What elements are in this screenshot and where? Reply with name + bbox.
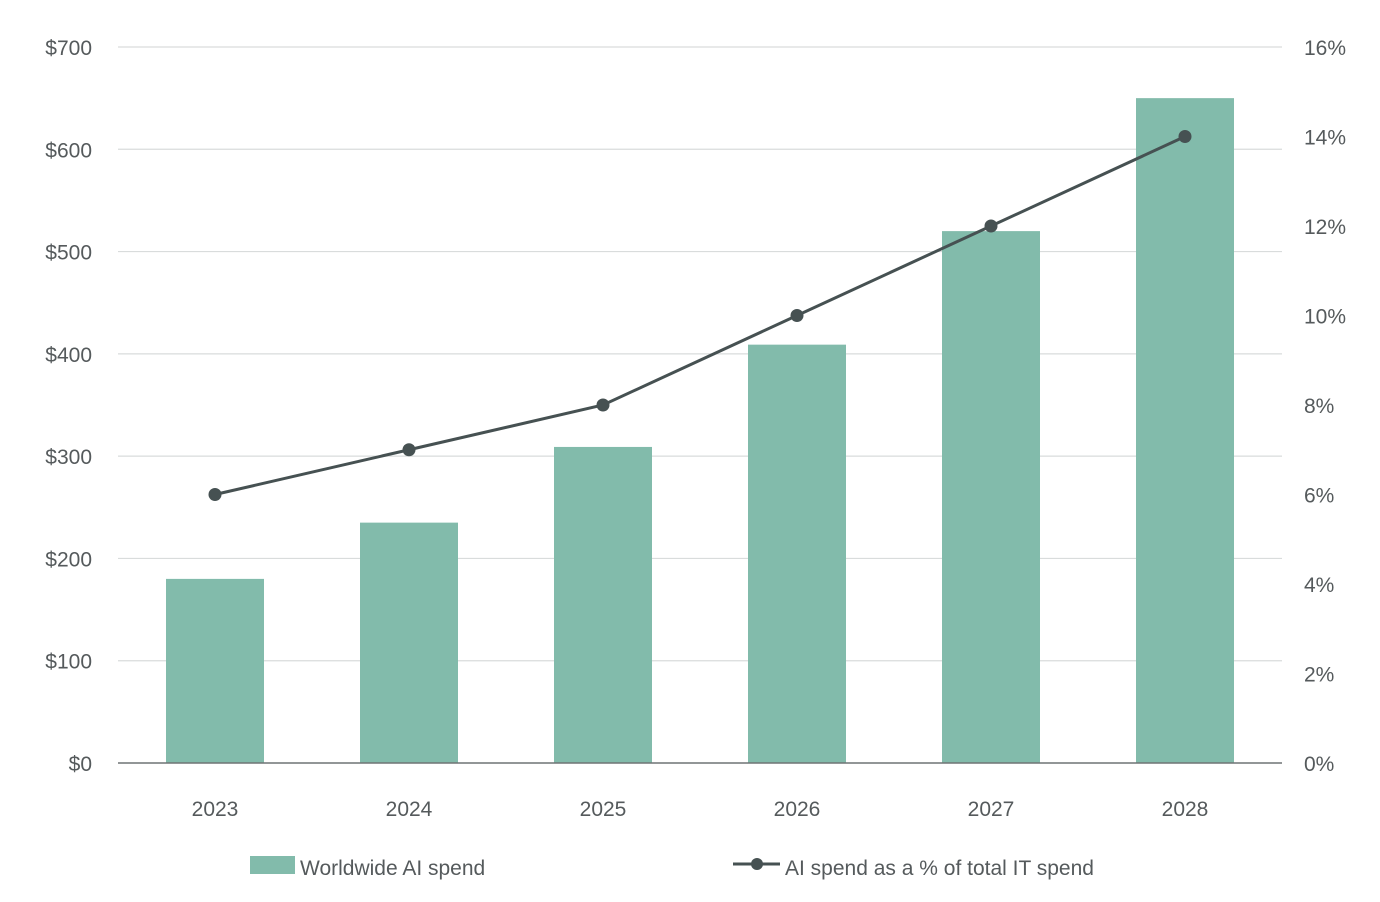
x-tick-label: 2028 [1162,798,1209,821]
x-tick-label: 2023 [192,798,239,821]
line-point-2024 [402,443,416,457]
left-tick-label: $400 [45,344,92,367]
left-tick-label: $200 [45,548,92,571]
x-axis-ticks: 2023 2024 2025 2026 2027 2028 [192,798,1209,821]
right-axis-ticks: 0% 2% 4% 6% 8% 10% 12% 14% 16% [1304,37,1346,776]
left-tick-label: $600 [45,139,92,162]
right-tick-label: 4% [1304,574,1334,597]
line-series-it-share [214,135,1186,496]
x-tick-label: 2026 [774,798,821,821]
bar-2028 [1136,98,1234,763]
bar-2025 [554,446,652,763]
grid-layer [118,46,1282,662]
right-tick-label: 16% [1304,37,1346,60]
bar-2023 [166,578,264,763]
left-axis-ticks: $0 $100 $200 $300 $400 $500 $600 $700 [45,37,92,776]
legend-line-marker [751,858,763,870]
left-tick-label: $300 [45,446,92,469]
right-tick-label: 6% [1304,485,1334,508]
bar-2027 [942,231,1040,764]
right-tick-label: 0% [1304,753,1334,776]
legend-line-label: AI spend as a % of total IT spend [785,857,1094,880]
line-point-2025 [596,398,610,412]
legend-bar-swatch [250,856,295,874]
line-point-2026 [790,309,804,322]
right-tick-label: 14% [1304,127,1346,150]
bar-layer [166,98,1234,764]
left-tick-label: $700 [45,37,92,60]
x-tick-label: 2025 [580,798,627,821]
legend-bar-label: Worldwide AI spend [300,857,485,880]
left-tick-label: $0 [69,753,92,776]
line-layer [208,130,1192,501]
right-tick-label: 2% [1304,664,1334,687]
line-point-2023 [208,488,222,501]
left-tick-label: $500 [45,242,92,265]
right-tick-label: 12% [1304,216,1346,239]
left-tick-label: $100 [45,651,92,674]
line-point-2027 [984,219,998,233]
bar-2024 [360,522,458,763]
line-point-2028 [1178,130,1192,143]
x-tick-label: 2024 [386,798,433,821]
right-tick-label: 10% [1304,306,1346,329]
right-tick-label: 8% [1304,395,1334,418]
x-tick-label: 2027 [968,798,1015,821]
legend: Worldwide AI spend AI spend as a % of to… [250,856,1094,880]
bar-2026 [748,344,846,763]
